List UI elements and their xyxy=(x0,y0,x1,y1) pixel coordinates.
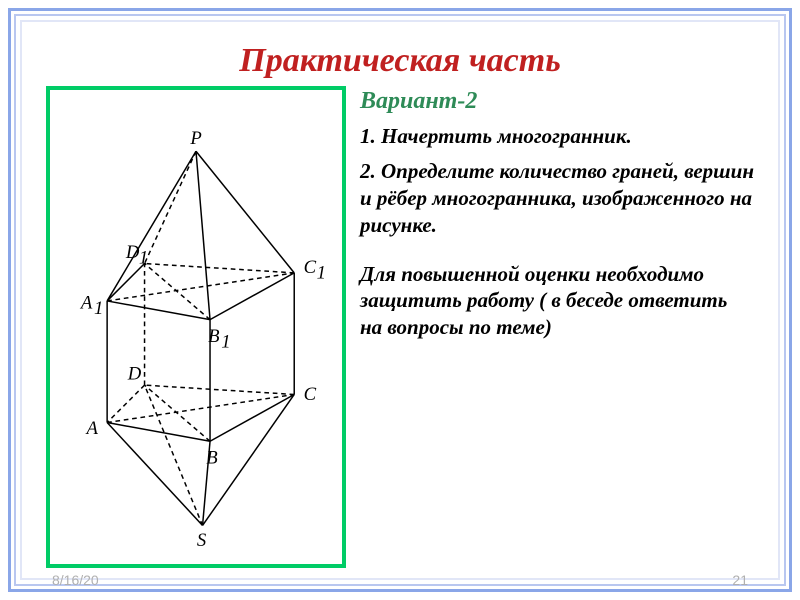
page-title: Практическая часть xyxy=(46,42,754,80)
svg-text:D: D xyxy=(125,242,140,263)
svg-text:A: A xyxy=(79,292,93,313)
footer-page: 21 xyxy=(732,572,748,588)
diagram-frame: PSABCDA1B1C1D1 xyxy=(46,86,346,568)
svg-text:S: S xyxy=(197,530,207,551)
svg-text:A: A xyxy=(85,418,99,439)
svg-text:P: P xyxy=(189,128,201,149)
content-row: PSABCDA1B1C1D1 Вариант-2 1. Начертить мн… xyxy=(46,86,754,568)
svg-text:1: 1 xyxy=(94,298,103,319)
polyhedron-diagram: PSABCDA1B1C1D1 xyxy=(51,94,341,564)
svg-text:B: B xyxy=(206,448,217,469)
task-2: 2. Определите количество граней, вершин … xyxy=(360,158,754,239)
svg-text:1: 1 xyxy=(139,248,148,269)
border-outer: Практическая часть PSABCDA1B1C1D1 Вариан… xyxy=(8,8,792,592)
svg-text:1: 1 xyxy=(317,262,326,283)
svg-text:C: C xyxy=(304,384,317,405)
svg-text:C: C xyxy=(304,257,317,278)
svg-text:B: B xyxy=(208,326,219,347)
task-3: Для повышенной оценки необходимо защитит… xyxy=(360,261,754,342)
variant-subtitle: Вариант-2 xyxy=(360,88,754,115)
svg-text:D: D xyxy=(127,364,142,385)
svg-text:1: 1 xyxy=(221,332,230,353)
footer-date: 8/16/20 xyxy=(52,572,99,588)
border-mid: Практическая часть PSABCDA1B1C1D1 Вариан… xyxy=(14,14,786,586)
task-1: 1. Начертить многогранник. xyxy=(360,123,754,150)
slide-body: Практическая часть PSABCDA1B1C1D1 Вариан… xyxy=(28,28,772,572)
slide-footer: 8/16/20 21 xyxy=(46,572,754,588)
border-inner: Практическая часть PSABCDA1B1C1D1 Вариан… xyxy=(20,20,780,580)
text-column: Вариант-2 1. Начертить многогранник. 2. … xyxy=(360,86,754,568)
